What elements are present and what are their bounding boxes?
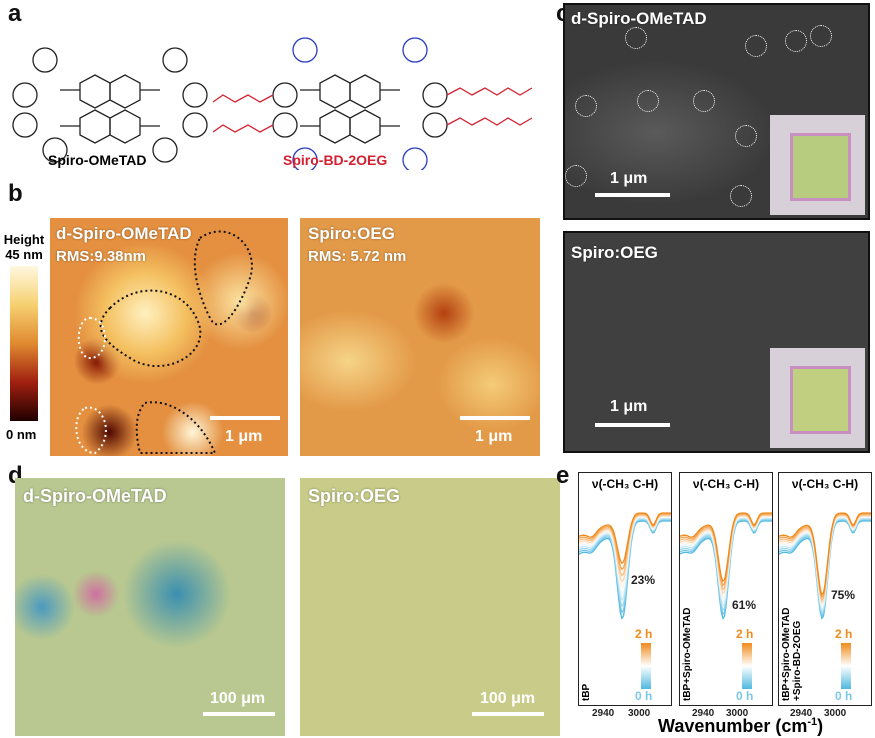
sem-image-spiro-oeg: Spiro:OEG 1 μm (563, 231, 870, 453)
panel-label-e: e (556, 462, 570, 489)
legend-2h: 2 h (736, 627, 754, 641)
x-axis-label: Wavenumber (cm-1) (658, 716, 824, 736)
sample-photo-inset (770, 115, 865, 215)
molecule-structures (12, 37, 533, 170)
afm-image-d-spiro-ometad: d-Spiro-OMeTAD RMS:9.38nm 1 μm (50, 218, 288, 456)
afm-image-spiro-oeg: Spiro:OEG RMS: 5.72 nm 1 μm (300, 218, 540, 456)
colorbar-title: Height 45 nm (3, 232, 45, 262)
time-colorbar (841, 643, 851, 689)
x-tick-label: 3000 (628, 708, 651, 719)
time-colorbar (641, 643, 651, 689)
x-tick-label: 2940 (790, 708, 813, 719)
molecule-label-spiro-bd-2oeg: Spiro-BD-2OEG (283, 152, 388, 168)
sample-label: tBP+Spiro-OMeTAD (682, 607, 693, 701)
scale-bar (210, 416, 280, 420)
x-tick-label: 2940 (692, 708, 715, 719)
afm-rms-right: RMS: 5.72 nm (308, 248, 407, 265)
ftir-subplot: ν(-CH₃ C-H) 75% 2 h 0 h tBP+Spiro-OMeTAD… (778, 472, 872, 706)
legend-2h: 2 h (635, 627, 653, 641)
scale-bar-label: 100 μm (480, 690, 536, 707)
spectrum-line (579, 512, 671, 565)
scale-bar (460, 416, 530, 420)
kpfm-image-d-spiro-ometad: d-Spiro-OMeTAD 100 μm (15, 478, 285, 736)
legend-0h: 0 h (736, 689, 754, 703)
subplot-title: ν(-CH₃ C-H) (591, 477, 659, 491)
sem-title-top: d-Spiro-OMeTAD (571, 9, 707, 28)
legend-0h: 0 h (835, 689, 853, 703)
scale-bar-label: 100 μm (210, 690, 266, 707)
ftir-subplot: ν(-CH₃ C-H) 61% 2 h 0 h tBP+Spiro-OMeTAD (679, 472, 773, 706)
kpfm-image-spiro-oeg: Spiro:OEG 100 μm (300, 478, 560, 736)
change-annotation: 23% (631, 573, 656, 587)
change-annotation: 61% (732, 598, 757, 612)
x-tick-label: 3000 (824, 708, 847, 719)
legend-0h: 0 h (635, 689, 653, 703)
panel-label-a: a (8, 0, 22, 27)
spectrum-line (680, 512, 772, 583)
scale-bar-label: 1 μm (475, 428, 513, 445)
sample-label: tBP (581, 683, 592, 701)
spiro-bd-2oeg-structure (212, 37, 533, 170)
change-annotation: 75% (831, 588, 856, 602)
colorbar-min: 0 nm (6, 427, 37, 442)
colorbar-max: 45 nm (5, 247, 43, 262)
sample-label: tBP+Spiro-OMeTAD +Spiro-BD-2OEG (781, 607, 803, 701)
panel-label-b: b (8, 180, 23, 207)
subplot-title: ν(-CH₃ C-H) (692, 477, 760, 491)
scale-bar-label: 1 μm (610, 170, 648, 187)
height-colorbar (10, 266, 38, 421)
kpfm-title-right: Spiro:OEG (308, 486, 401, 506)
spiro-ometad-structure (12, 47, 208, 163)
afm-rms-left: RMS:9.38nm (56, 248, 147, 265)
x-tick-label: 3000 (726, 708, 749, 719)
afm-title-left: d-Spiro-OMeTAD (56, 224, 192, 243)
subplot-title: ν(-CH₃ C-H) (791, 477, 859, 491)
spectrum-line (779, 512, 871, 596)
legend-2h: 2 h (835, 627, 853, 641)
sem-title-bottom: Spiro:OEG (571, 243, 658, 262)
afm-title-right: Spiro:OEG (308, 224, 395, 243)
scale-bar (472, 712, 544, 716)
sem-image-d-spiro-ometad: d-Spiro-OMeTAD 1 μm (563, 3, 870, 220)
scale-bar (203, 712, 275, 716)
ftir-subplot: ν(-CH₃ C-H) 23% 2 h 0 h tBP (578, 472, 672, 706)
sample-photo-inset (770, 348, 865, 448)
time-colorbar (742, 643, 752, 689)
scale-bar (595, 423, 670, 427)
scale-bar-label: 1 μm (610, 398, 648, 415)
scale-bar (595, 193, 670, 197)
x-tick-label: 2940 (592, 708, 615, 719)
kpfm-title-left: d-Spiro-OMeTAD (23, 486, 167, 506)
scale-bar-label: 1 μm (225, 428, 263, 445)
molecule-label-spiro-ometad: Spiro-OMeTAD (48, 152, 147, 168)
